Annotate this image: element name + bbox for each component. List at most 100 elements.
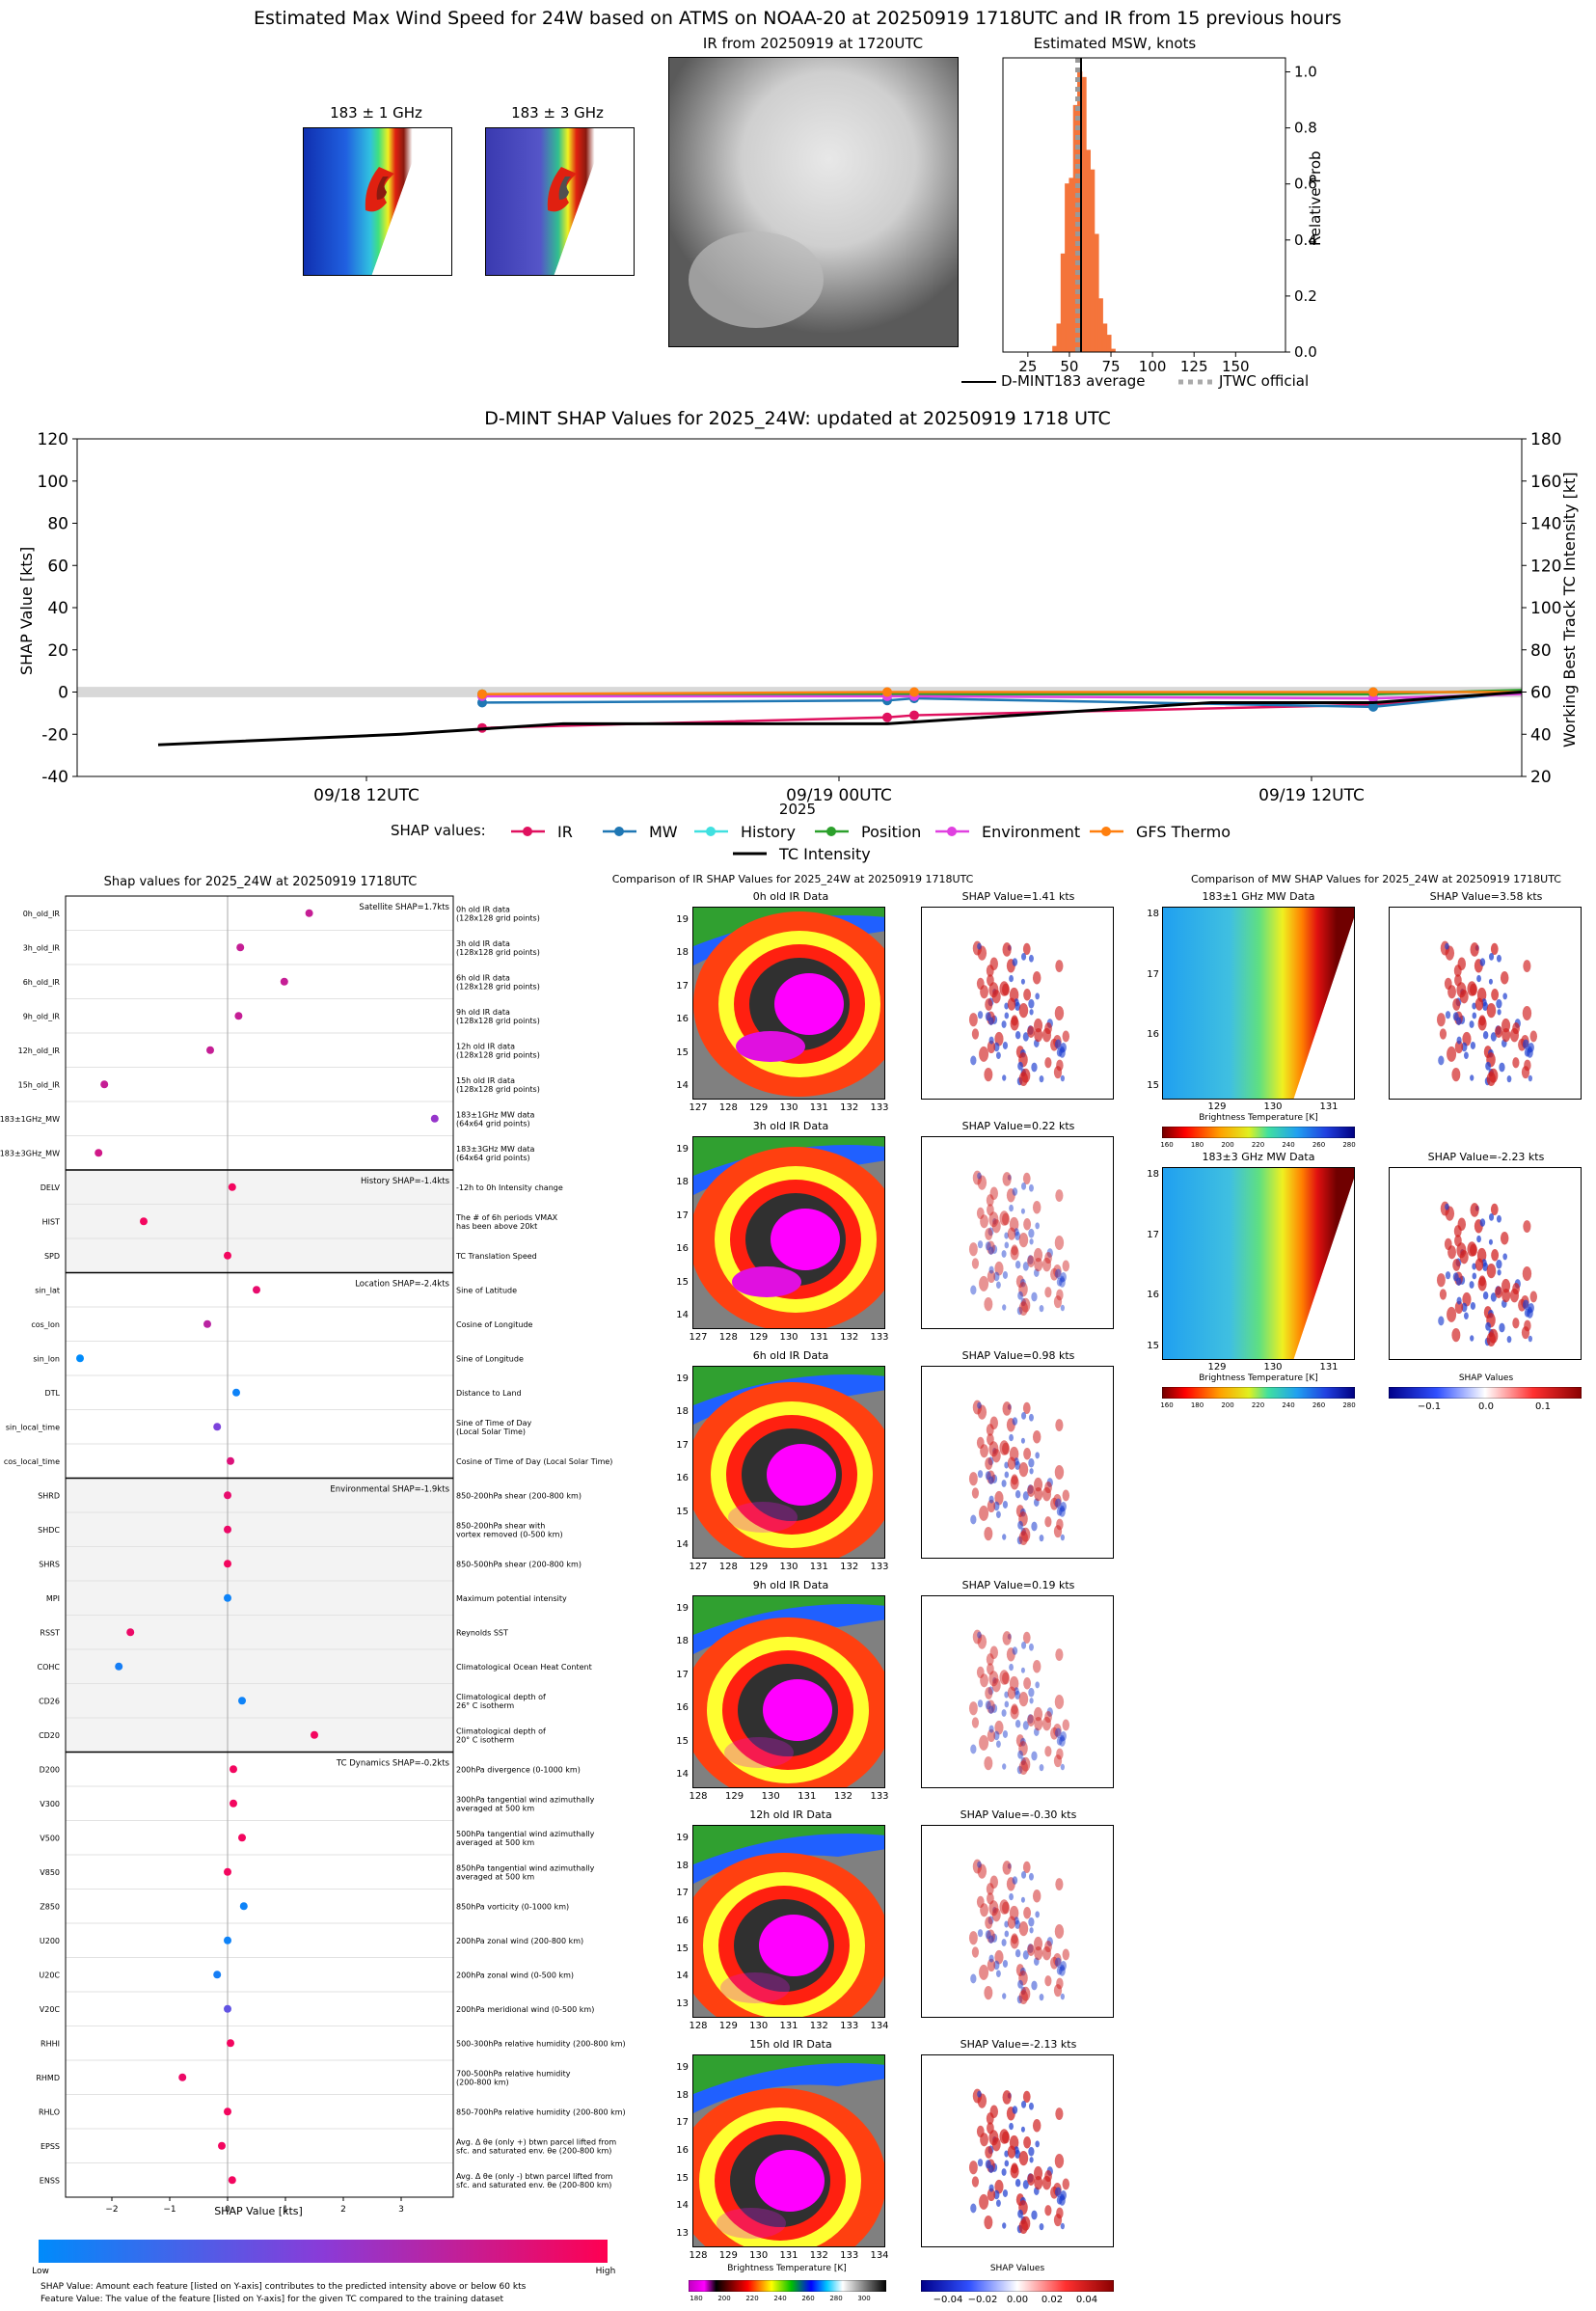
shap-blob — [1060, 1043, 1067, 1053]
shap-blob — [1497, 1269, 1501, 1276]
group-label: Location SHAP=-2.4kts — [355, 1280, 449, 1290]
shap-blob — [1056, 1977, 1064, 1990]
shap-blob — [1470, 1301, 1476, 1310]
ir-ytick: 15 — [676, 1506, 689, 1517]
shap-blob — [1020, 1208, 1025, 1214]
shap-blob — [1027, 1714, 1034, 1725]
shap-blob — [1469, 1243, 1477, 1257]
shap-blob — [1436, 1013, 1446, 1027]
shap-blob — [1055, 1878, 1064, 1891]
series-point — [909, 687, 919, 697]
dot-xtick-label: 3 — [398, 2205, 404, 2215]
ir-core — [724, 1737, 794, 1768]
shap-blob — [1002, 1074, 1007, 1081]
shap-blob — [1017, 2209, 1023, 2218]
feature-desc: (64x64 grid points) — [456, 1154, 530, 1162]
feature-desc: Sine of Time of Day — [456, 1419, 532, 1427]
shap-blob — [987, 1040, 996, 1054]
mw-cbar-tick: 220 — [1251, 1401, 1265, 1409]
ir-colored-image — [692, 1825, 885, 2018]
shap-blob — [1470, 1074, 1474, 1081]
shap-blob — [1022, 2090, 1031, 2104]
shap-blob — [1056, 2195, 1063, 2205]
group-label: Environmental SHAP=-1.9kts — [330, 1485, 449, 1495]
shap-blob — [1044, 1022, 1052, 1035]
ir-shap-cbar-tick: −0.02 — [967, 2295, 998, 2305]
shap-blob — [1491, 1249, 1500, 1262]
shap-blob — [1060, 1734, 1065, 1742]
shap-blob — [1010, 1476, 1019, 1490]
shap-blob — [1501, 1288, 1511, 1303]
shap-blob — [970, 1285, 977, 1295]
feature-desc: (128x128 grid points) — [456, 982, 540, 991]
ts-ytick-right-label: 80 — [1530, 641, 1552, 661]
shap-blob — [1522, 1039, 1529, 1049]
hist-frame — [1002, 57, 1286, 353]
feature-dot — [76, 1354, 84, 1363]
hist-bar — [1081, 76, 1087, 353]
shap-blob — [1522, 1265, 1532, 1281]
shap-blob — [1439, 1028, 1447, 1040]
shap-blob — [988, 1495, 994, 1504]
shap-blob — [1053, 1723, 1062, 1737]
shap-blob — [1055, 1189, 1064, 1203]
ir-core — [759, 1915, 828, 1976]
main-title: Estimated Max Wind Speed for 24W based o… — [253, 8, 1342, 29]
shap-blob — [1029, 2157, 1034, 2163]
shap-blob — [986, 1653, 994, 1666]
feature-name: sin_lon — [33, 1354, 60, 1363]
shap-blob — [1002, 1041, 1009, 1049]
feature-desc: 500hPa tangential wind azimuthally — [456, 1830, 595, 1838]
mw-bt-colorbar — [1162, 1387, 1355, 1399]
shap-blob — [1056, 1059, 1064, 1072]
shap-blob — [988, 1671, 999, 1687]
shap-blob — [1022, 1721, 1029, 1730]
shap-blob — [1500, 1231, 1509, 1245]
ir-xtick: 132 — [809, 2021, 828, 2031]
shap-blob — [988, 2130, 999, 2146]
mw-shap-cbar-label: SHAP Values — [1458, 1373, 1514, 1383]
feature-desc: 183±1GHz MW data — [456, 1110, 534, 1119]
feature-dot — [228, 1183, 236, 1191]
shap-blob — [1062, 2178, 1070, 2190]
shap-blob — [984, 2215, 993, 2230]
shap-blob — [1029, 1468, 1034, 1475]
ir-shap-cbar-tick: 0.00 — [1006, 2295, 1029, 2305]
legend-jtwc-line — [1178, 379, 1213, 385]
mw-cbar-rect — [1162, 1387, 1355, 1399]
ts-xtick-label: 09/18 12UTC — [313, 786, 419, 805]
feature-desc: 300hPa tangential wind azimuthally — [456, 1795, 595, 1804]
ir-row-label: 3h old IR Data — [752, 1120, 829, 1132]
mw-ytick: 17 — [1147, 1229, 1159, 1240]
shap-blob — [1470, 1203, 1479, 1217]
shap-blob — [1529, 1291, 1538, 1303]
shap-blob — [1035, 1911, 1040, 1918]
shap-blob — [1007, 1686, 1016, 1699]
feature-colorbar — [39, 2240, 608, 2263]
ir-ytick: 17 — [676, 980, 689, 992]
shap-blob — [976, 1207, 985, 1220]
mw-cbar-tick: 180 — [1190, 1401, 1204, 1409]
ts-ytick-right-label: 20 — [1530, 768, 1552, 787]
ir-xtick: 132 — [833, 1791, 852, 1802]
feature-name: V500 — [40, 1834, 60, 1842]
shap-timeseries-chart: -40 -20 0 20 40 60 80 100 120 20 40 60 80 100 120 140 16… — [38, 430, 1562, 805]
shap-blob — [1456, 1036, 1462, 1045]
feature-desc: vortex removed (0-500 km) — [456, 1530, 563, 1538]
shap-blob — [1062, 1948, 1070, 1961]
shap-blob — [1456, 1017, 1462, 1025]
shap-blob — [1002, 1729, 1009, 1738]
mw3-title: 183 ± 3 GHz — [511, 104, 604, 122]
mw-cbar-tick: 160 — [1160, 1141, 1174, 1149]
hist-xtick-label: 50 — [1060, 358, 1078, 375]
feature-desc: 700-500hPa relative humidity — [456, 2069, 571, 2078]
ir-title: IR from 20250919 at 1720UTC — [702, 35, 924, 52]
ir-xtick: 133 — [870, 1791, 889, 1802]
feature-desc: (128x128 grid points) — [456, 1017, 540, 1025]
shap-blob — [1056, 1047, 1063, 1057]
ir-colored-image — [692, 1595, 885, 1788]
feature-name: 15h_old_IR — [18, 1080, 61, 1089]
shap-blob — [1014, 1949, 1021, 1958]
shap-blob — [971, 1487, 980, 1499]
shap-blob — [1004, 1700, 1010, 1708]
